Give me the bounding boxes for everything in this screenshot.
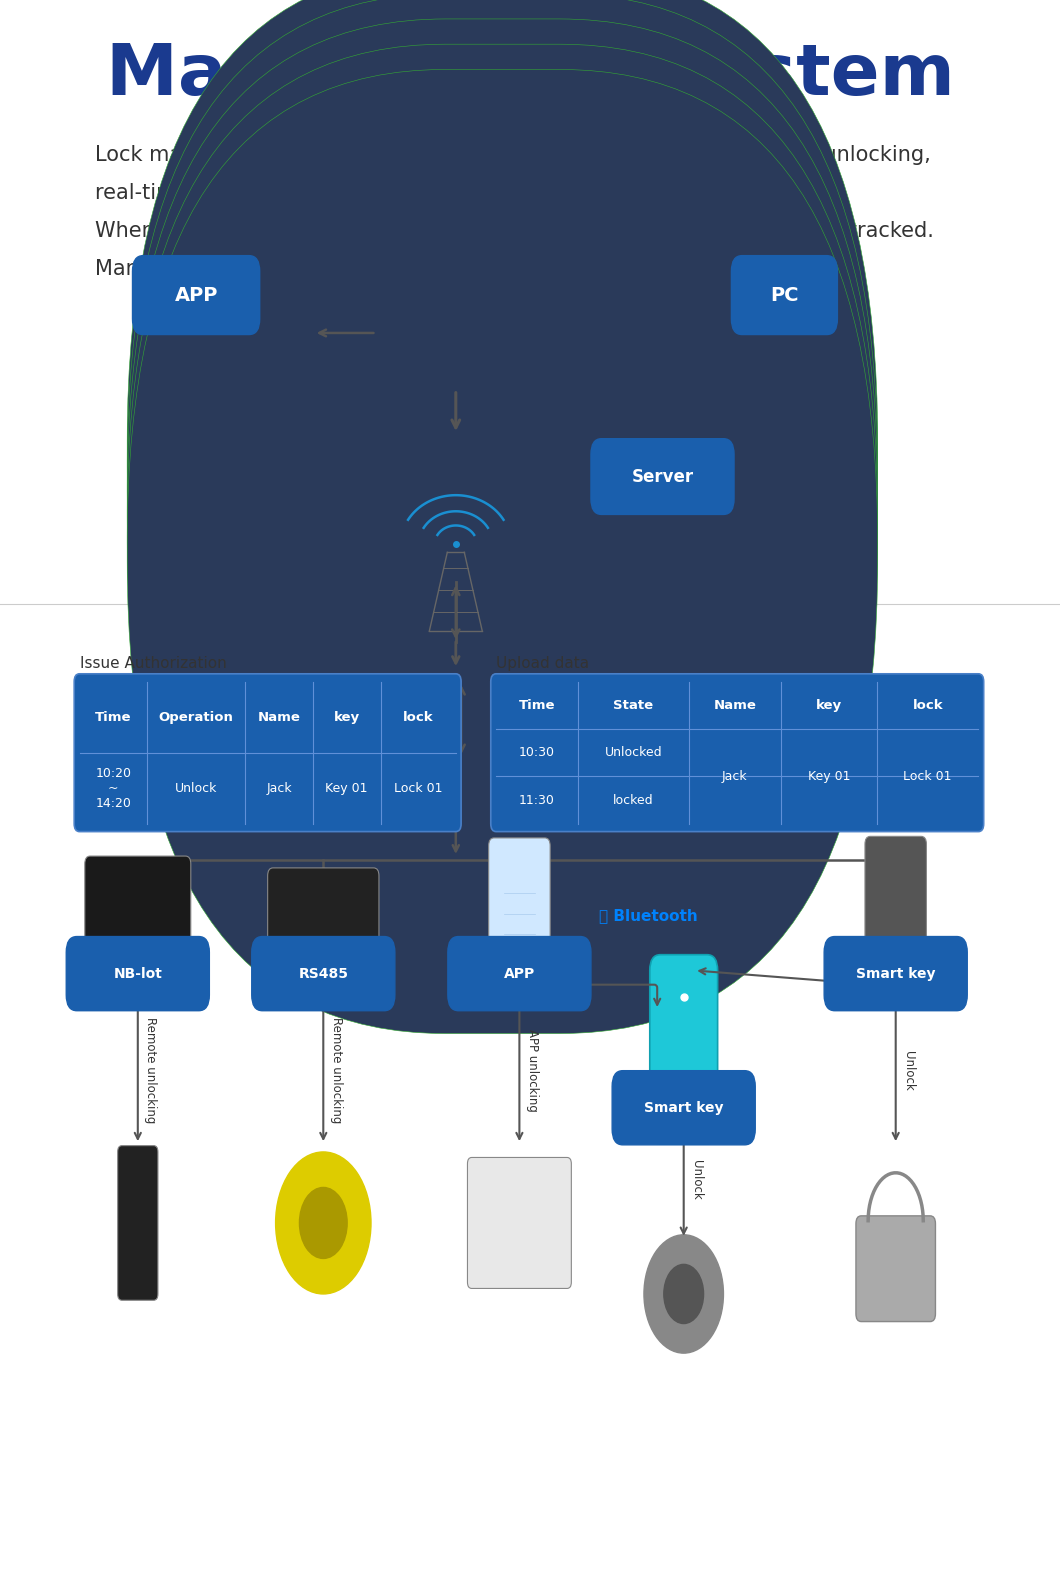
FancyBboxPatch shape <box>489 838 550 993</box>
Text: APP: APP <box>504 967 535 980</box>
FancyBboxPatch shape <box>74 674 461 832</box>
FancyBboxPatch shape <box>67 937 210 1011</box>
Text: NB-lot: NB-lot <box>113 967 162 980</box>
Text: Remote unlocking: Remote unlocking <box>330 1018 342 1124</box>
FancyBboxPatch shape <box>591 439 734 514</box>
Text: Unlock: Unlock <box>175 781 217 795</box>
FancyBboxPatch shape <box>127 44 878 1008</box>
Text: Operation: Operation <box>159 710 233 724</box>
FancyBboxPatch shape <box>856 1217 935 1322</box>
Text: RS485: RS485 <box>298 967 349 980</box>
FancyBboxPatch shape <box>534 235 642 352</box>
Text: Key 01: Key 01 <box>808 770 850 783</box>
Text: Lock 01: Lock 01 <box>903 770 952 783</box>
FancyBboxPatch shape <box>467 1158 571 1288</box>
Text: Jack: Jack <box>722 770 747 783</box>
FancyBboxPatch shape <box>650 955 718 1144</box>
FancyBboxPatch shape <box>437 432 568 584</box>
FancyBboxPatch shape <box>267 868 379 963</box>
Text: Key 01: Key 01 <box>325 781 368 795</box>
Text: Server: Server <box>632 467 693 486</box>
Text: Lock 01: Lock 01 <box>394 781 442 795</box>
FancyBboxPatch shape <box>127 19 878 983</box>
Text: Upload data: Upload data <box>496 655 589 671</box>
Text: PC: PC <box>771 286 798 305</box>
Text: Time: Time <box>518 699 555 712</box>
Text: Issue Authorization: Issue Authorization <box>80 655 226 671</box>
Text: Smart key: Smart key <box>644 1101 723 1114</box>
FancyBboxPatch shape <box>491 674 984 832</box>
FancyBboxPatch shape <box>132 256 260 335</box>
Text: Remote unlocking: Remote unlocking <box>144 1018 157 1124</box>
Text: When, which key, who, which lock, and the state of the lock,  All can be tracked: When, which key, who, which lock, and th… <box>95 221 934 241</box>
FancyBboxPatch shape <box>865 836 926 994</box>
Text: lock: lock <box>913 699 943 712</box>
FancyBboxPatch shape <box>613 1071 755 1146</box>
Text: 10:30: 10:30 <box>519 746 555 759</box>
Text: real-time monitoring and other functions。: real-time monitoring and other functions… <box>95 183 533 204</box>
FancyBboxPatch shape <box>127 0 878 933</box>
Text: 11:30: 11:30 <box>519 794 555 806</box>
Text: Unlock: Unlock <box>690 1160 703 1199</box>
Text: Unlocked: Unlocked <box>604 746 662 759</box>
FancyBboxPatch shape <box>252 937 394 1011</box>
Text: key: key <box>334 710 359 724</box>
Text: 10:20
~
14:20: 10:20 ~ 14:20 <box>95 767 131 810</box>
Text: Smart key: Smart key <box>856 967 935 980</box>
Text: Name: Name <box>258 710 300 724</box>
FancyBboxPatch shape <box>447 937 591 1011</box>
Text: Management has become more efficient and secure.: Management has become more efficient and… <box>95 259 647 279</box>
Text: APP: APP <box>175 286 217 305</box>
Text: key: key <box>816 699 842 712</box>
Text: lock: lock <box>403 710 434 724</box>
Text: Name: Name <box>713 699 756 712</box>
Text: locked: locked <box>614 794 654 806</box>
Text: ⓑ Bluetooth: ⓑ Bluetooth <box>599 907 697 923</box>
Text: Time: Time <box>95 710 131 724</box>
Text: Jack: Jack <box>266 781 292 795</box>
Text: Management system: Management system <box>106 41 954 110</box>
Text: Unlock: Unlock <box>902 1051 915 1090</box>
FancyBboxPatch shape <box>825 937 967 1011</box>
Text: State: State <box>614 699 654 712</box>
FancyBboxPatch shape <box>127 0 878 958</box>
Circle shape <box>644 1234 723 1354</box>
Circle shape <box>299 1187 348 1259</box>
FancyBboxPatch shape <box>127 69 878 1034</box>
FancyBboxPatch shape <box>85 855 191 975</box>
Text: APP unlocking: APP unlocking <box>526 1029 538 1112</box>
FancyBboxPatch shape <box>284 221 341 366</box>
Text: Lock management system can achieve remote authorization, remote unlocking,: Lock management system can achieve remot… <box>95 145 931 166</box>
Circle shape <box>664 1264 704 1324</box>
Circle shape <box>276 1152 371 1294</box>
FancyBboxPatch shape <box>731 256 837 335</box>
FancyBboxPatch shape <box>118 1146 158 1300</box>
